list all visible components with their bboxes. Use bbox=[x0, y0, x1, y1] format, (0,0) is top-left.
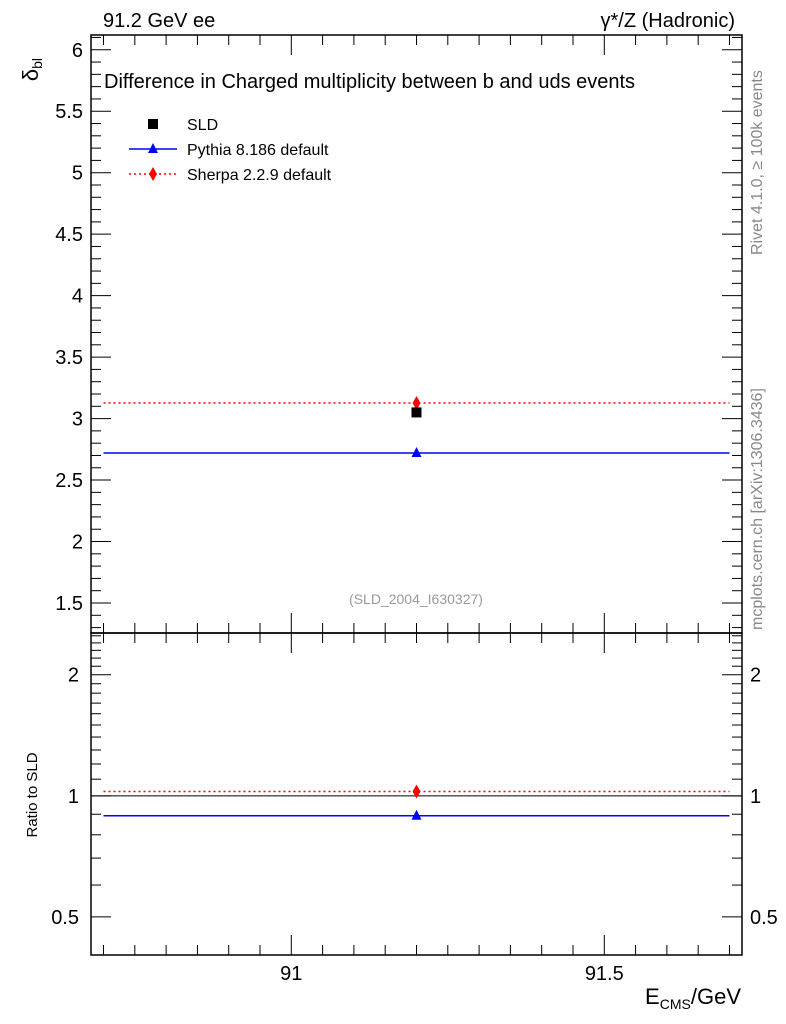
side-text-top: Rivet 4.1.0, ≥ 100k events bbox=[749, 70, 766, 255]
legend-sherpa-label: Sherpa 2.2.9 default bbox=[187, 167, 332, 184]
ratio-tick-label-right: 0.5 bbox=[750, 907, 778, 929]
y-label-sub: bl bbox=[29, 58, 45, 69]
svg-text:δbl: δbl bbox=[18, 58, 45, 81]
y-tick-label: 4 bbox=[72, 286, 83, 308]
y-tick-label: 3 bbox=[72, 409, 83, 431]
sld-point bbox=[411, 407, 422, 418]
y-tick-label: 1.5 bbox=[55, 593, 83, 615]
y-tick-label: 4.5 bbox=[55, 224, 83, 246]
y-tick-label: 5 bbox=[72, 163, 83, 185]
sherpa-ratio-point bbox=[412, 784, 421, 799]
pythia-point bbox=[411, 447, 422, 458]
x-label-sub: CMS bbox=[660, 996, 691, 1012]
legend-sld-label: SLD bbox=[187, 117, 218, 134]
ratio-y-label: Ratio to SLD bbox=[24, 752, 41, 837]
legend-sld-marker bbox=[148, 119, 158, 129]
legend-sherpa-marker bbox=[149, 167, 157, 181]
ratio-tick-label-left: 0.5 bbox=[51, 907, 79, 929]
ratio-tick-label-right: 1 bbox=[750, 786, 761, 808]
x-tick-label: 91 bbox=[280, 963, 302, 985]
legend-pythia-marker bbox=[148, 143, 158, 153]
top-right-label: γ*/Z (Hadronic) bbox=[601, 10, 735, 32]
plot-title: Difference in Charged multiplicity betwe… bbox=[104, 71, 635, 93]
top-left-label: 91.2 GeV ee bbox=[103, 10, 215, 32]
y-tick-label: 6 bbox=[72, 40, 83, 62]
legend-pythia-label: Pythia 8.186 default bbox=[187, 142, 329, 159]
y-tick-label: 5.5 bbox=[55, 101, 83, 123]
watermark: (SLD_2004_I630327) bbox=[349, 591, 483, 607]
y-tick-label: 2.5 bbox=[55, 470, 83, 492]
ratio-tick-label-right: 2 bbox=[750, 665, 761, 687]
ratio-tick-label-left: 1 bbox=[68, 786, 79, 808]
y-axis-label: δbl bbox=[18, 58, 45, 81]
sherpa-point bbox=[412, 395, 421, 410]
y-tick-label: 3.5 bbox=[55, 347, 83, 369]
y-tick-label: 2 bbox=[72, 532, 83, 554]
x-label-unit: /GeV bbox=[691, 984, 741, 1009]
x-label-main: E bbox=[645, 984, 660, 1009]
legend: SLD Pythia 8.186 default Sherpa 2.2.9 defa… bbox=[129, 117, 332, 184]
pythia-ratio-point bbox=[411, 809, 422, 820]
x-axis-label: ECMS/GeV bbox=[645, 984, 741, 1012]
x-tick-label: 91.5 bbox=[585, 963, 624, 985]
side-text-bottom: mcplots.cern.ch [arXiv:1306.3436] bbox=[749, 388, 766, 630]
y-label-main: δ bbox=[18, 69, 43, 81]
ratio-tick-label-left: 2 bbox=[68, 665, 79, 687]
